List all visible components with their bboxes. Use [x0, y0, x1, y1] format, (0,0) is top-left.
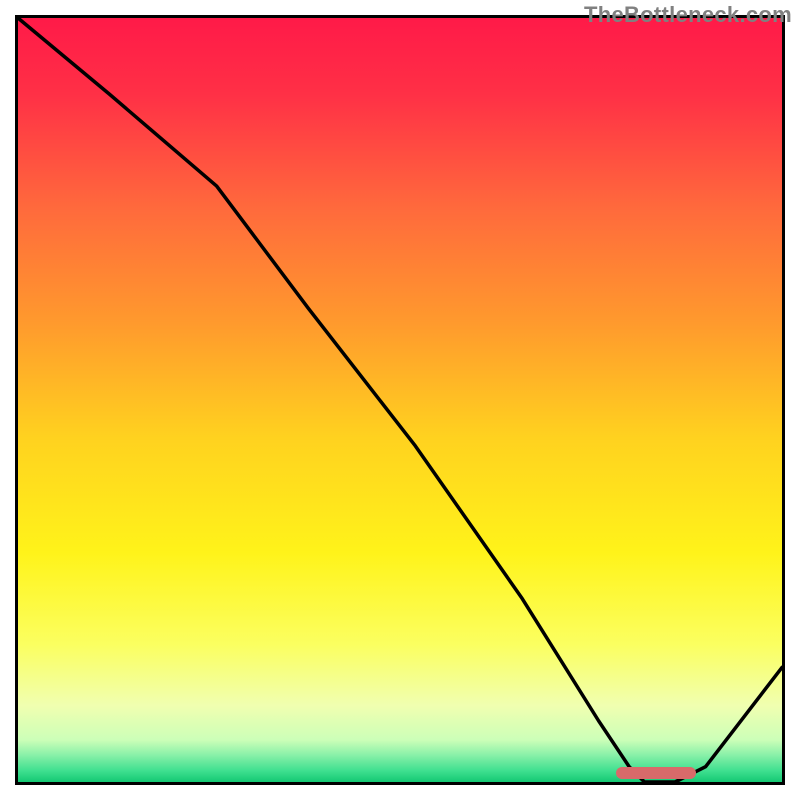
bottleneck-chart: TheBottleneck.com: [0, 0, 800, 800]
plot-area: [15, 15, 785, 785]
bottleneck-curve: [18, 18, 782, 782]
optimal-range-marker: [616, 767, 696, 779]
curve-layer: [18, 18, 782, 782]
watermark-text: TheBottleneck.com: [584, 2, 792, 28]
